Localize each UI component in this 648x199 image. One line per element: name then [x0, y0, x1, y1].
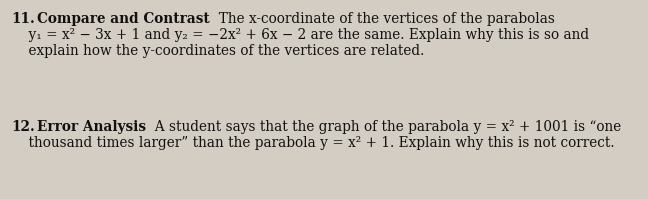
Text: A student says that the graph of the parabola y = x² + 1001 is “one: A student says that the graph of the par…: [146, 120, 621, 134]
Text: 12.: 12.: [11, 120, 35, 134]
Text: 11.: 11.: [11, 12, 35, 26]
Text: explain how the y-coordinates of the vertices are related.: explain how the y-coordinates of the ver…: [11, 44, 424, 58]
Text: The x-coordinate of the vertices of the parabolas: The x-coordinate of the vertices of the …: [209, 12, 555, 26]
Text: Compare and Contrast: Compare and Contrast: [37, 12, 209, 26]
Text: y₁ = x² − 3x + 1 and y₂ = −2x² + 6x − 2 are the same. Explain why this is so and: y₁ = x² − 3x + 1 and y₂ = −2x² + 6x − 2 …: [11, 28, 589, 42]
Text: thousand times larger” than the parabola y = x² + 1. Explain why this is not cor: thousand times larger” than the parabola…: [11, 136, 614, 150]
Text: Error Analysis: Error Analysis: [37, 120, 146, 134]
